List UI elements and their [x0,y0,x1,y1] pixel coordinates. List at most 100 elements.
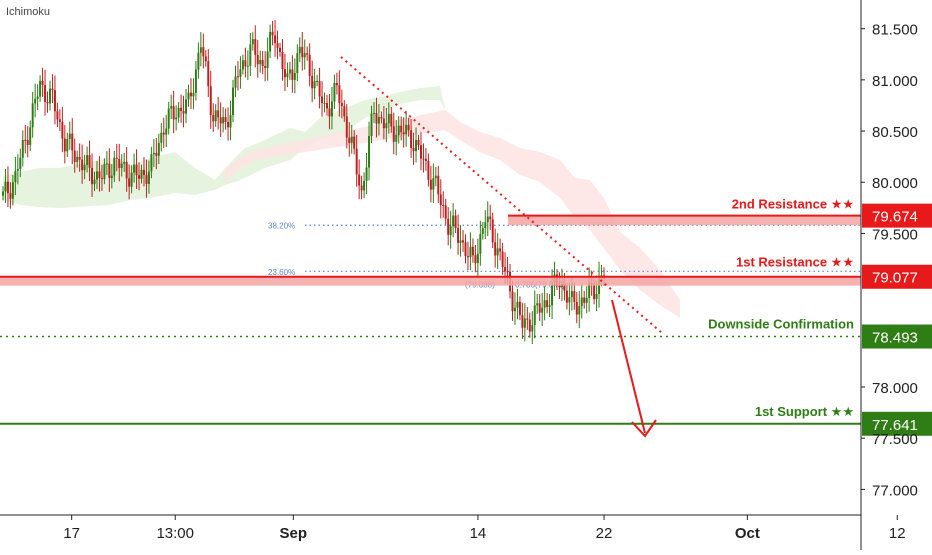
candle-body [308,54,311,76]
candle-body [279,47,281,52]
candle-body [88,155,91,168]
candle-body [521,315,524,328]
projection-arrow-head [631,419,657,438]
candle-body [318,81,321,97]
candle-body [469,246,472,258]
candle-body [504,267,507,272]
candle-body [241,60,244,70]
candle-body [573,291,576,302]
candle-body [83,164,86,171]
candle-body [276,43,279,48]
y-tick-label: 80.500 [872,124,918,141]
fib-level-label: 38.20% [268,222,295,231]
candle-body [46,102,49,104]
candle-body [390,113,393,127]
x-tick-label: Oct [735,525,760,542]
candle-body [53,90,56,112]
candle-body [499,248,502,252]
candle-body [583,297,586,303]
candle-body [437,175,440,195]
candle-body [264,66,267,68]
x-tick-label: 12 [889,525,906,542]
price-tag-value: 77.641 [872,417,918,434]
candle-body [207,61,210,87]
candle-body [147,171,150,184]
candle-body [251,39,254,45]
candle-body [593,284,596,300]
candle-body [71,133,74,151]
candle-body [115,157,118,159]
candle-body [91,167,94,185]
candle-body [422,158,425,160]
candle-body [424,158,427,161]
candle-body [291,69,294,80]
candle-body [170,106,173,109]
candle-body [199,47,202,53]
candle-body [118,158,121,168]
candle-body [568,297,571,303]
x-tick-label: 13:00 [156,525,194,542]
candle-body [439,194,442,205]
candle-body [548,305,551,307]
candle-body [298,47,301,54]
candle-body [419,145,422,159]
resistance-2-zone [508,215,861,226]
candle-body [155,152,158,156]
candle-body [34,98,37,104]
candle-body [2,191,4,196]
x-tick-label: 14 [470,525,487,542]
downtrend-line [340,56,663,334]
candle-body [63,138,66,152]
candle-body [360,185,363,191]
candle-body [56,111,59,120]
candle-body [353,136,356,149]
candle-body [41,80,44,85]
candle-body [551,284,554,306]
candle-body [565,290,568,303]
candle-body [123,161,126,164]
candle-body [365,167,368,181]
candle-body [494,242,497,256]
x-tick-label: Sep [280,525,308,542]
candle-body [321,96,324,103]
candle-body [377,117,380,124]
candle-body [481,228,484,235]
candle-body [209,86,212,116]
candle-body [120,163,123,168]
candle-body [595,294,598,300]
candle-body [110,175,113,179]
candle-body [486,216,489,223]
candle-body [51,88,54,91]
candle-body [182,110,185,114]
candle-body [288,69,291,74]
candle-body [61,121,64,139]
candle-body [165,128,168,135]
candle-body [434,175,437,179]
candle-body [340,102,343,107]
candle-body [429,179,432,190]
candle-body [160,132,163,143]
candle-body [397,125,400,136]
candle-body [14,171,17,183]
x-tick-label: 22 [596,525,613,542]
candle-body [415,140,418,152]
candle-body [491,219,494,243]
candle-body [187,92,190,100]
candle-body [21,140,24,158]
candle-body [380,117,383,119]
candle-body [523,318,526,328]
candle-body [372,112,375,114]
level-label: 1st Support ★★ [755,404,854,419]
candle-body [526,318,529,320]
projection-arrow [611,299,646,434]
candle-body [286,73,289,78]
candle-body [489,216,492,220]
candle-body [202,47,205,57]
candle-body [585,297,588,303]
candle-body [355,148,358,175]
candle-body [177,107,180,118]
price-tag [862,411,932,436]
candle-body [444,205,447,219]
